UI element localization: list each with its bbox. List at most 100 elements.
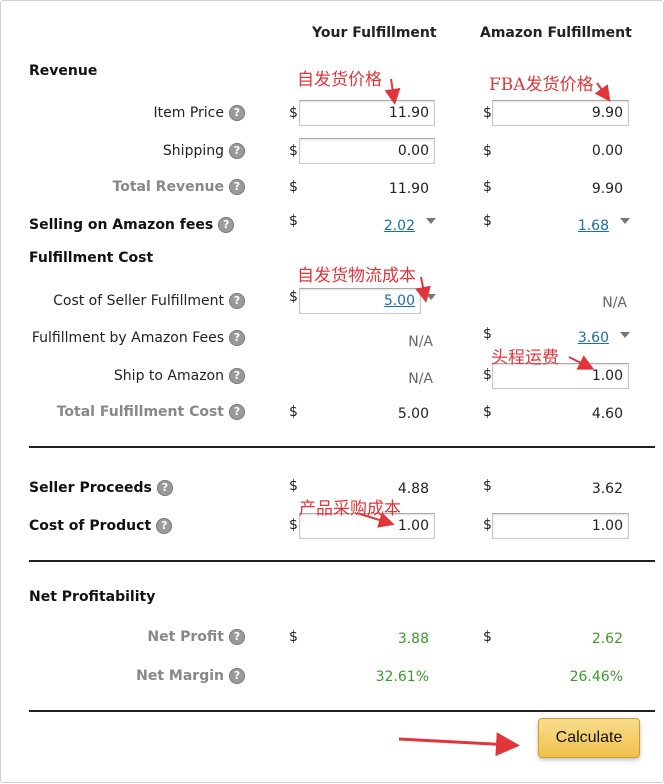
total-fulfillment-label-group: Total Fulfillment Cost ? <box>57 402 245 422</box>
currency-symbol: $ <box>483 179 492 195</box>
currency-symbol: $ <box>289 289 298 305</box>
currency-symbol: $ <box>289 517 298 533</box>
amazon-net-margin-value: 26.46% <box>569 669 623 685</box>
help-icon[interactable]: ? <box>229 629 245 645</box>
currency-symbol: $ <box>483 629 492 645</box>
your-seller-fulfillment-field[interactable]: 5.00 <box>299 288 421 314</box>
currency-symbol: $ <box>483 404 492 420</box>
fba-fees-label-group: Fulfillment by Amazon Fees ? <box>32 328 245 348</box>
help-icon[interactable]: ? <box>229 404 245 420</box>
currency-symbol: $ <box>483 213 492 229</box>
amazon-net-profit-value: 2.62 <box>591 631 623 647</box>
shipping-label-group: Shipping ? <box>163 141 245 161</box>
help-icon[interactable]: ? <box>229 668 245 684</box>
annotation-product-cost: 产品采购成本 <box>299 499 401 519</box>
currency-symbol: $ <box>483 143 492 159</box>
currency-symbol: $ <box>483 367 492 383</box>
section-title-net-profitability: Net Profitability <box>29 589 156 605</box>
your-seller-proceeds-value: 4.88 <box>397 481 429 497</box>
amazon-seller-proceeds-value: 3.62 <box>591 481 623 497</box>
item-price-label-group: Item Price ? <box>154 103 245 123</box>
cost-of-product-label-group: Cost of Product ? <box>29 516 173 536</box>
amazon-cost-of-product-input[interactable] <box>492 513 629 539</box>
your-net-profit-value: 3.88 <box>397 631 429 647</box>
ship-to-amazon-label: Ship to Amazon <box>113 368 224 384</box>
help-icon[interactable]: ? <box>229 368 245 384</box>
amazon-total-revenue-value: 9.90 <box>591 181 623 197</box>
your-selling-fees-link[interactable]: 2.02 <box>383 218 415 234</box>
currency-symbol: $ <box>289 143 298 159</box>
fba-fees-label: Fulfillment by Amazon Fees <box>31 330 224 346</box>
help-icon[interactable]: ? <box>229 330 245 346</box>
shipping-label: Shipping <box>162 143 224 159</box>
annotation-fba-price: FBA发货价格 <box>489 75 594 95</box>
selling-fees-label: Selling on Amazon fees <box>29 217 214 233</box>
chevron-down-icon[interactable] <box>620 332 630 338</box>
net-profit-label-group: Net Profit ? <box>147 627 245 647</box>
arrow-calculate <box>398 732 520 757</box>
section-divider <box>29 560 655 562</box>
currency-symbol: $ <box>289 478 298 494</box>
your-item-price-input[interactable] <box>299 100 435 126</box>
help-icon[interactable]: ? <box>229 293 245 309</box>
currency-symbol: $ <box>289 179 298 195</box>
your-shipping-input[interactable] <box>299 138 435 164</box>
column-header-your-fulfillment: Your Fulfillment <box>312 25 437 41</box>
help-icon[interactable]: ? <box>229 105 245 121</box>
chevron-down-icon[interactable] <box>426 218 436 224</box>
section-divider <box>29 446 655 448</box>
column-header-amazon-fulfillment: Amazon Fulfillment <box>480 25 632 41</box>
currency-symbol: $ <box>483 105 492 121</box>
chevron-down-icon[interactable] <box>426 294 436 300</box>
arrow-fba-price <box>594 82 611 102</box>
amazon-seller-fulfillment-value: N/A <box>602 295 627 311</box>
calculate-button[interactable]: Calculate <box>538 718 640 758</box>
arrow-self-logistics <box>415 276 431 303</box>
your-seller-fulfillment-link[interactable]: 5.00 <box>383 293 415 309</box>
amazon-selling-fees-link[interactable]: 1.68 <box>577 218 609 234</box>
help-icon[interactable]: ? <box>156 518 173 534</box>
ship-to-amazon-label-group: Ship to Amazon ? <box>114 366 245 386</box>
amazon-item-price-input[interactable] <box>492 100 629 126</box>
annotation-self-price: 自发货价格 <box>297 70 382 90</box>
your-net-margin-value: 32.61% <box>375 669 429 685</box>
currency-symbol: $ <box>289 213 298 229</box>
total-revenue-label-group: Total Revenue ? <box>113 177 245 197</box>
your-fba-fees-value: N/A <box>408 334 433 350</box>
your-ship-to-amazon-value: N/A <box>408 371 433 387</box>
total-revenue-label: Total Revenue <box>112 179 224 195</box>
currency-symbol: $ <box>289 629 298 645</box>
selling-fees-label-group: Selling on Amazon fees ? <box>29 215 235 235</box>
currency-symbol: $ <box>483 517 492 533</box>
your-total-fulfillment-value: 5.00 <box>397 406 429 422</box>
net-profit-label: Net Profit <box>147 629 224 645</box>
amazon-total-fulfillment-value: 4.60 <box>591 406 623 422</box>
help-icon[interactable]: ? <box>156 480 173 496</box>
net-margin-label-group: Net Margin ? <box>136 666 245 686</box>
cost-of-product-label: Cost of Product <box>29 518 152 534</box>
help-icon[interactable]: ? <box>229 179 245 195</box>
annotation-self-logistics: 自发货物流成本 <box>297 266 416 286</box>
help-icon[interactable]: ? <box>218 217 235 233</box>
amazon-ship-to-amazon-input[interactable] <box>492 363 629 389</box>
section-divider <box>29 710 655 712</box>
currency-symbol: $ <box>483 478 492 494</box>
currency-symbol: $ <box>289 105 298 121</box>
help-icon[interactable]: ? <box>229 143 245 159</box>
seller-proceeds-label-group: Seller Proceeds ? <box>29 478 173 498</box>
seller-proceeds-label: Seller Proceeds <box>29 480 152 496</box>
section-title-fulfillment-cost: Fulfillment Cost <box>29 250 154 266</box>
amazon-fba-fees-link[interactable]: 3.60 <box>577 330 609 346</box>
total-fulfillment-label: Total Fulfillment Cost <box>56 404 224 420</box>
arrow-self-price <box>384 78 401 105</box>
your-total-revenue-value: 11.90 <box>388 181 429 197</box>
annotation-first-leg: 头程运费 <box>491 348 559 368</box>
chevron-down-icon[interactable] <box>620 218 630 224</box>
currency-symbol: $ <box>289 404 298 420</box>
section-title-revenue: Revenue <box>29 63 98 79</box>
seller-fulfillment-label: Cost of Seller Fulfillment <box>53 293 224 309</box>
net-margin-label: Net Margin <box>136 668 224 684</box>
item-price-label: Item Price <box>153 105 224 121</box>
amazon-shipping-value: 0.00 <box>591 143 623 159</box>
